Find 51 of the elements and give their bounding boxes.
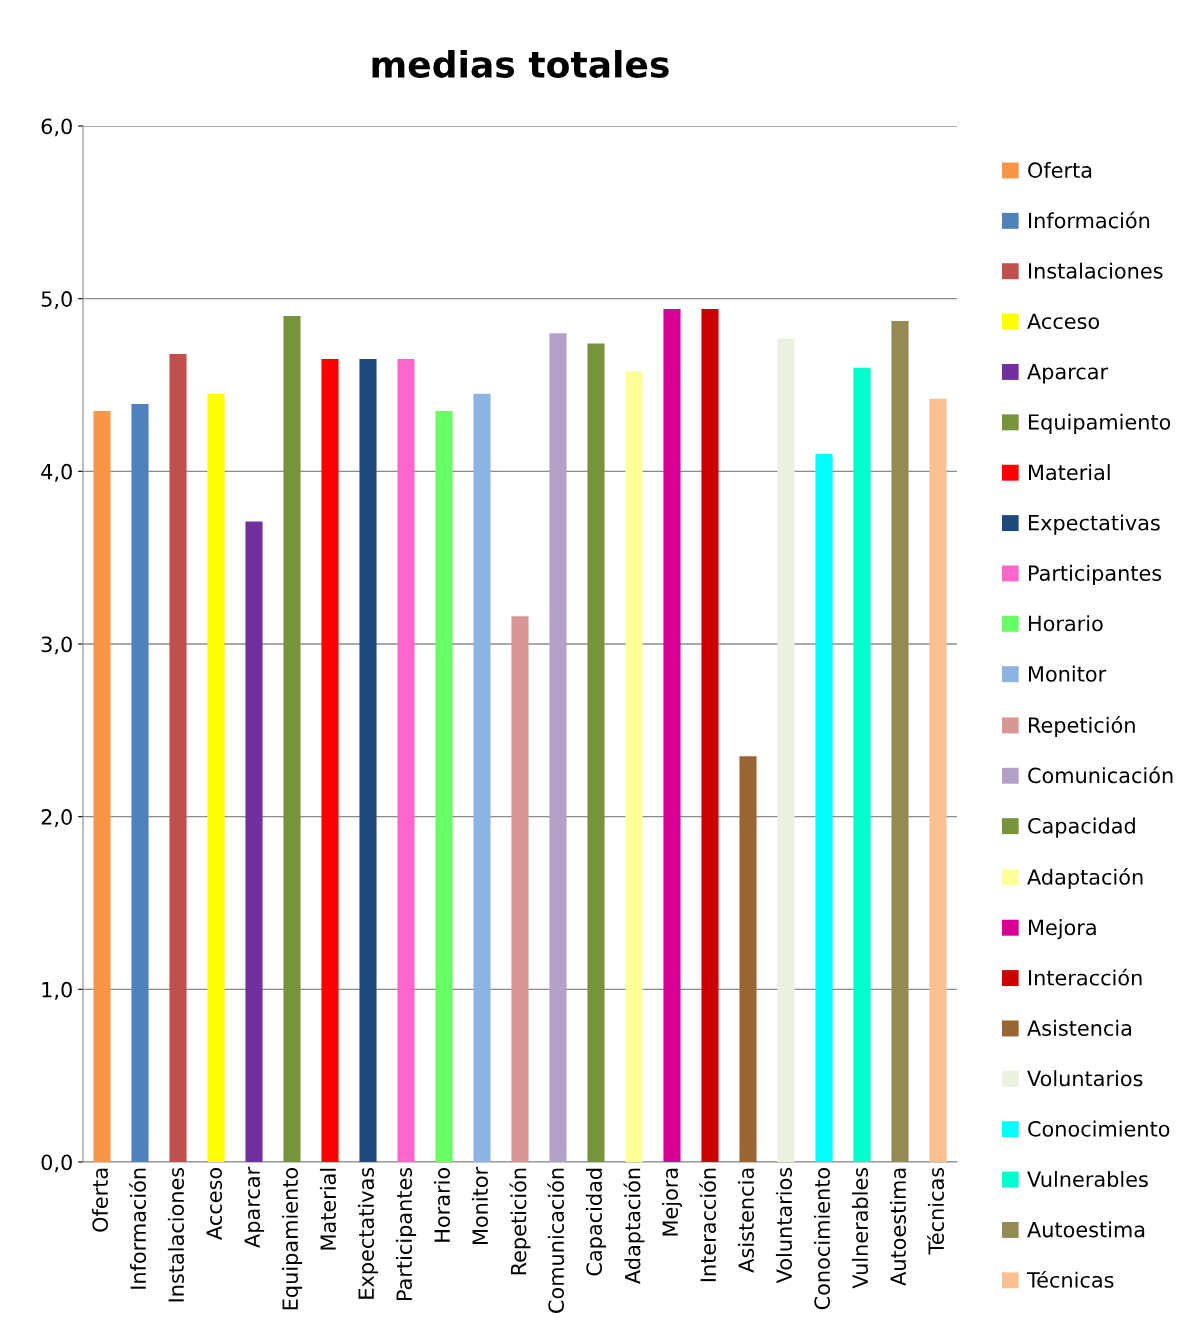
x-tick-label: Autoestima [889, 1168, 907, 1286]
legend-label: Instalaciones [1029, 262, 1163, 279]
legend-label: Capacidad [1028, 817, 1135, 838]
legend-label: Interacción [1029, 968, 1142, 986]
x-tick-label: Repetición [509, 1168, 531, 1275]
legend-label: Participantes [1029, 564, 1162, 586]
y-tick-label: 6,0 [41, 118, 72, 137]
y-tick-label: 5,0 [41, 291, 72, 309]
x-tick-label: Interacción [699, 1168, 717, 1282]
legend-label: Voluntarios [1027, 1070, 1143, 1087]
x-tick-label: Capacidad [585, 1168, 607, 1276]
x-tick-label: Horario [433, 1168, 451, 1242]
x-tick-label: Asistencia [737, 1168, 755, 1273]
x-tick-label: Aparcar [244, 1166, 265, 1248]
x-tick-label: Comunicación [547, 1168, 565, 1313]
legend-label: Aparcar [1027, 364, 1109, 384]
legend-label: Material [1029, 464, 1110, 481]
x-tick-label: Voluntarios [775, 1167, 793, 1284]
x-tick-label: Mejora [661, 1168, 683, 1236]
x-tick-label: Participantes [395, 1167, 417, 1301]
legend-label: Conocimiento [1028, 1120, 1170, 1137]
x-tick-label: Instalaciones [167, 1167, 185, 1302]
x-tick-label: Monitor [471, 1166, 489, 1245]
y-tick-label: 2,0 [41, 809, 72, 827]
legend-label: Oferta [1028, 161, 1092, 179]
y-tick-label: 4,0 [41, 463, 72, 482]
x-tick-label: Material [319, 1168, 337, 1250]
legend-label: Horario [1029, 615, 1103, 632]
legend-label: Mejora [1029, 919, 1096, 940]
legend-label: Comunicación [1028, 766, 1173, 784]
legend-label: Información [1029, 211, 1150, 229]
x-tick-label: Información [129, 1168, 147, 1289]
x-tick-label: Equipamiento [281, 1168, 303, 1310]
x-tick-label: Adaptación [623, 1168, 645, 1284]
x-tick-label: Vulnerables [851, 1167, 869, 1289]
y-tick-label: 0,0 [41, 1154, 72, 1173]
legend-label: Monitor [1029, 665, 1107, 682]
legend-label: Asistencia [1027, 1019, 1132, 1036]
legend-label: Acceso [1027, 313, 1100, 330]
x-tick-label: Técnicas [927, 1167, 945, 1255]
x-tick-label: Acceso [206, 1168, 223, 1240]
legend-label: Repetición [1029, 715, 1135, 737]
x-tick-label: Expectativas [357, 1167, 379, 1299]
legend-label: Expectativas [1029, 514, 1160, 535]
x-tick-label: Conocimiento [813, 1168, 831, 1310]
chart-title: medias totales [372, 49, 669, 78]
legend-label: Equipamiento [1029, 413, 1171, 434]
legend-label: Adaptación [1027, 867, 1143, 889]
x-tick-label: Oferta [91, 1168, 109, 1232]
y-tick-label: 3,0 [41, 636, 72, 655]
y-tick-label: 1,0 [42, 981, 72, 1000]
